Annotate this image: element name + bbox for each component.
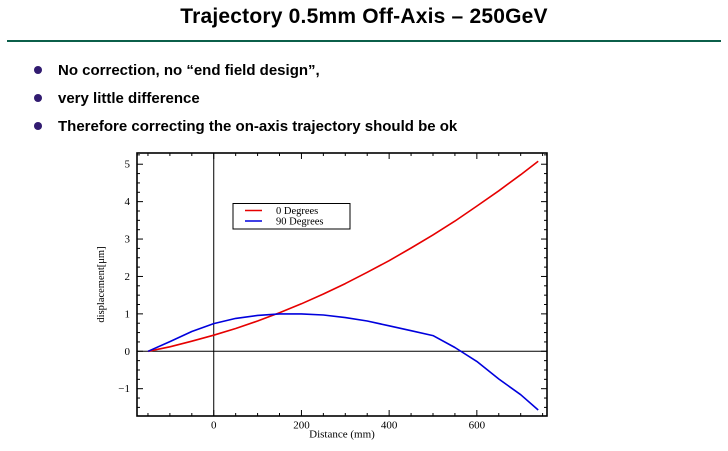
curve-90-degrees — [147, 313, 539, 411]
x-axis-title: Distance (mm) — [309, 429, 375, 441]
bullet-item: Therefore correcting the on-axis traject… — [34, 116, 694, 137]
bullet-icon — [34, 122, 42, 130]
y-tick-label: 2 — [125, 271, 131, 283]
plot-frame — [136, 152, 548, 417]
bullet-icon — [34, 66, 42, 74]
bullet-text: Therefore correcting the on-axis traject… — [58, 118, 458, 135]
x-tick-label: 0 — [211, 420, 217, 432]
y-axis-title: displacement[μm] — [96, 246, 107, 322]
bullet-text: very little difference — [58, 90, 200, 107]
bullet-text: No correction, no “end field design”, — [58, 62, 320, 79]
x-tick-label: 600 — [469, 420, 486, 432]
x-tick-label: 400 — [381, 420, 398, 432]
trajectory-chart: 0 200 400 600 −1 0 1 2 3 4 5 0 Degrees 90 Degrees … — [90, 145, 570, 445]
legend-box — [232, 203, 351, 230]
plot-content: 0 200 400 600 −1 0 1 2 3 4 5 — [118, 153, 547, 432]
title-divider — [7, 40, 721, 42]
y-tick-label: 0 — [125, 346, 131, 358]
y-tick-label: 5 — [125, 159, 131, 171]
bullet-list: No correction, no “end field design”, ve… — [34, 60, 694, 144]
y-tick-label: 4 — [125, 196, 131, 208]
x-tick-label: 200 — [293, 420, 310, 432]
legend-label-90deg: 90 Degrees — [276, 217, 324, 228]
bullet-icon — [34, 94, 42, 102]
slide-title: Trajectory 0.5mm Off-Axis – 250GeV — [180, 5, 548, 28]
bullet-item: very little difference — [34, 88, 694, 109]
bullet-item: No correction, no “end field design”, — [34, 60, 694, 81]
chart-legend: 0 Degrees 90 Degrees — [232, 203, 351, 230]
y-tick-label: −1 — [118, 383, 130, 395]
y-tick-label: 3 — [125, 234, 131, 246]
y-tick-label: 1 — [125, 308, 131, 320]
curve-0-degrees — [147, 160, 539, 353]
legend-label-0deg: 0 Degrees — [276, 206, 318, 217]
